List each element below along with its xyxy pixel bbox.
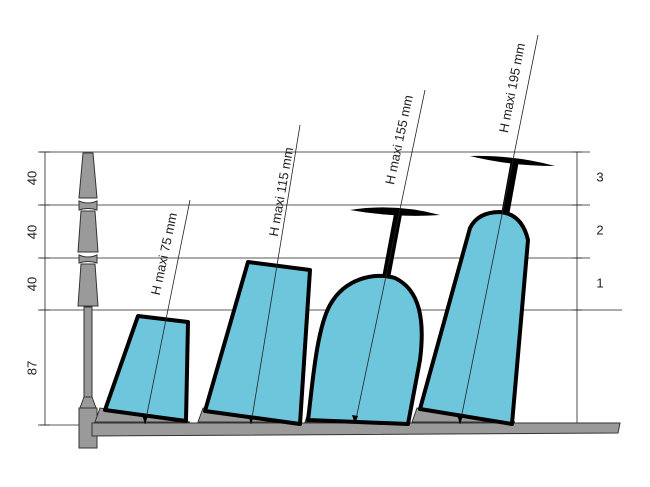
- level-label: 1: [596, 275, 603, 290]
- right-dimension: [572, 151, 582, 426]
- wine-glass: [306, 207, 440, 426]
- rack-rail: [91, 422, 621, 437]
- wine-glass: [418, 155, 555, 426]
- glass-label: H maxi 115 mm: [266, 146, 296, 237]
- dimension-label: 40: [24, 277, 39, 291]
- dimension-label: 87: [24, 361, 39, 375]
- glass: [203, 260, 312, 426]
- level-label: 3: [596, 169, 603, 184]
- glass: [103, 314, 190, 423]
- glass-label: H maxi 155 mm: [382, 94, 416, 186]
- height-arrows: [142, 34, 539, 425]
- glass-label: H maxi 75 mm: [148, 211, 180, 296]
- rack-post: [77, 152, 99, 449]
- glass-label: H maxi 195 mm: [496, 42, 528, 134]
- dimension-label: 40: [24, 225, 39, 239]
- level-label: 2: [596, 222, 603, 237]
- left-dimension: [40, 151, 50, 426]
- dimension-label: 40: [24, 171, 39, 185]
